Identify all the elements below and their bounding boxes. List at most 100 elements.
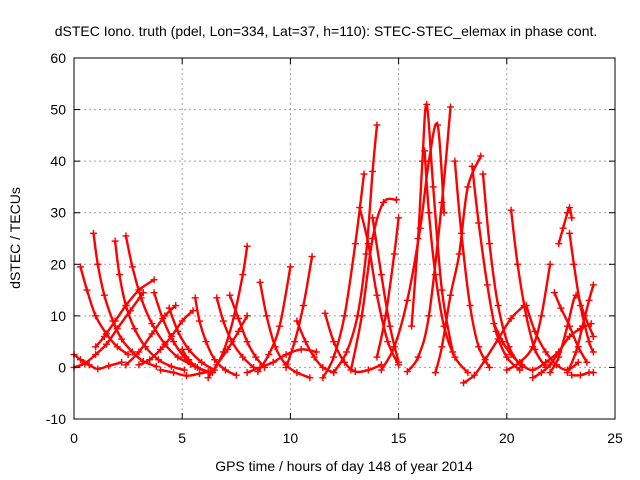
data-point [566, 204, 574, 212]
data-point [124, 351, 132, 359]
series-arc [321, 172, 366, 379]
data-point [185, 345, 193, 353]
data-point [185, 356, 193, 364]
data-point [302, 338, 310, 346]
data-point [85, 361, 93, 369]
data-point [395, 214, 403, 222]
x-tick-label: 25 [607, 430, 623, 446]
data-point [178, 345, 186, 353]
data-point [128, 263, 136, 271]
data-point [559, 224, 567, 232]
data-point [537, 369, 545, 377]
data-point [360, 170, 368, 178]
data-point [498, 338, 506, 346]
series-arc [124, 234, 193, 366]
data-point [529, 366, 537, 374]
data-point [196, 317, 204, 325]
y-tick-label: -10 [46, 411, 66, 427]
data-point [425, 312, 433, 320]
data-point [111, 237, 119, 245]
data-point [373, 121, 381, 129]
data-point [542, 348, 550, 356]
data-point [330, 338, 338, 346]
data-point [481, 356, 489, 364]
data-point [319, 363, 327, 371]
data-point [137, 294, 145, 302]
data-point [438, 343, 446, 351]
data-point [507, 314, 515, 322]
data-point [243, 369, 251, 377]
data-point [403, 368, 411, 376]
data-point [208, 369, 216, 377]
data-point [583, 358, 591, 366]
data-point [414, 235, 422, 242]
data-point [94, 365, 102, 373]
y-tick-label: 40 [50, 153, 66, 169]
data-point [379, 198, 387, 206]
data-point [135, 348, 143, 356]
data-point [330, 369, 338, 377]
series-arc [94, 278, 156, 348]
data-point [226, 291, 234, 299]
data-point [269, 358, 277, 366]
data-point [516, 358, 524, 366]
data-point [297, 345, 305, 353]
data-point [100, 332, 108, 340]
data-point [256, 278, 264, 286]
data-point [282, 363, 290, 371]
data-point [193, 363, 201, 371]
data-point [94, 260, 102, 268]
data-point [485, 363, 493, 371]
data-point [585, 296, 593, 304]
data-point [475, 219, 483, 227]
data-point [460, 379, 468, 387]
data-point [221, 366, 229, 374]
data-point [219, 317, 227, 325]
chart-title: dSTEC Iono. truth (pdel, Lon=334, Lat=37… [55, 23, 598, 39]
data-point [150, 276, 158, 284]
data-point [310, 353, 318, 361]
data-point [239, 353, 247, 361]
data-point [546, 369, 554, 377]
data-point [122, 302, 130, 310]
data-point [494, 302, 502, 310]
data-point [468, 162, 476, 170]
data-point [514, 260, 522, 268]
data-point [353, 312, 361, 320]
data-point [572, 291, 580, 299]
data-point [174, 353, 182, 361]
series-arc [168, 306, 216, 372]
data-point [102, 340, 110, 348]
data-point [92, 351, 100, 359]
y-tick-label: 10 [50, 308, 66, 324]
data-point [373, 291, 381, 299]
data-point [330, 353, 338, 361]
data-point [431, 369, 439, 377]
data-point [167, 332, 175, 340]
data-point [369, 214, 377, 222]
y-axis-title: dSTEC / TECUs [7, 187, 23, 289]
x-tick-label: 5 [178, 430, 186, 446]
data-point [434, 121, 442, 129]
data-point [403, 296, 411, 304]
data-point [89, 229, 97, 237]
data-point [243, 338, 251, 346]
data-point [150, 289, 158, 297]
data-point [390, 250, 398, 258]
data-point [180, 366, 188, 374]
data-point [191, 294, 199, 302]
data-point [293, 317, 301, 325]
data-point [213, 294, 221, 302]
data-point [546, 361, 554, 369]
data-point [568, 214, 576, 222]
data-point [550, 289, 558, 297]
y-tick-label: 20 [50, 256, 66, 272]
data-point [111, 317, 119, 325]
data-point [503, 366, 511, 374]
data-point [408, 322, 416, 330]
data-point [178, 317, 186, 325]
data-point [351, 368, 359, 376]
data-point [566, 322, 574, 330]
data-point [566, 332, 574, 340]
